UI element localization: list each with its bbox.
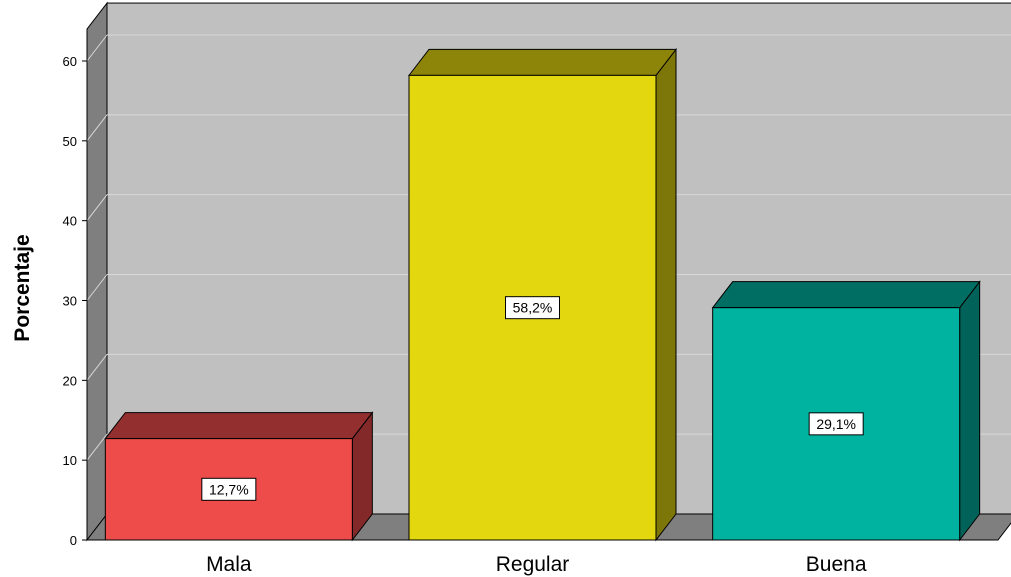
y-tick-label: 10	[63, 453, 77, 468]
x-axis: Mala Regular Buena	[87, 539, 998, 576]
bar-top	[407, 48, 678, 76]
y-axis: 0 10 20 30 40 50 60	[63, 29, 88, 548]
gridline-side	[86, 433, 108, 461]
bars: 12,7% 58,2% 29,1%	[104, 47, 981, 542]
data-label: 12,7%	[209, 481, 249, 497]
gridline-side	[86, 114, 108, 142]
side-wall	[86, 1, 108, 542]
data-label-box	[505, 296, 560, 320]
y-axis-title: Porcentaje	[11, 234, 34, 341]
gridline-side	[86, 34, 108, 62]
data-label-box	[808, 412, 864, 436]
x-tick-label: Mala	[206, 553, 252, 576]
data-label: 29,1%	[816, 416, 856, 432]
bar-side	[959, 280, 981, 542]
gridline-side	[86, 194, 108, 221]
bar-top	[104, 412, 374, 440]
gridline-side	[86, 274, 108, 301]
x-tick-label: Regular	[496, 553, 570, 576]
bar-top	[711, 281, 981, 309]
y-tick-label: 40	[63, 214, 77, 229]
y-tick-label: 50	[63, 134, 77, 149]
y-tick-label: 0	[70, 533, 77, 548]
bar-group: 58,2%	[407, 47, 678, 542]
y-tick-label: 60	[63, 54, 77, 69]
bar-side	[655, 47, 677, 542]
bar-group: 29,1%	[711, 280, 981, 542]
data-label-box	[201, 477, 257, 501]
y-tick-label: 30	[63, 294, 77, 309]
data-label: 58,2%	[513, 300, 553, 316]
bar-group: 12,7%	[104, 411, 374, 542]
x-tick-label: Buena	[806, 553, 867, 576]
gridline-side	[86, 354, 108, 381]
y-tick-label: 20	[63, 373, 77, 388]
